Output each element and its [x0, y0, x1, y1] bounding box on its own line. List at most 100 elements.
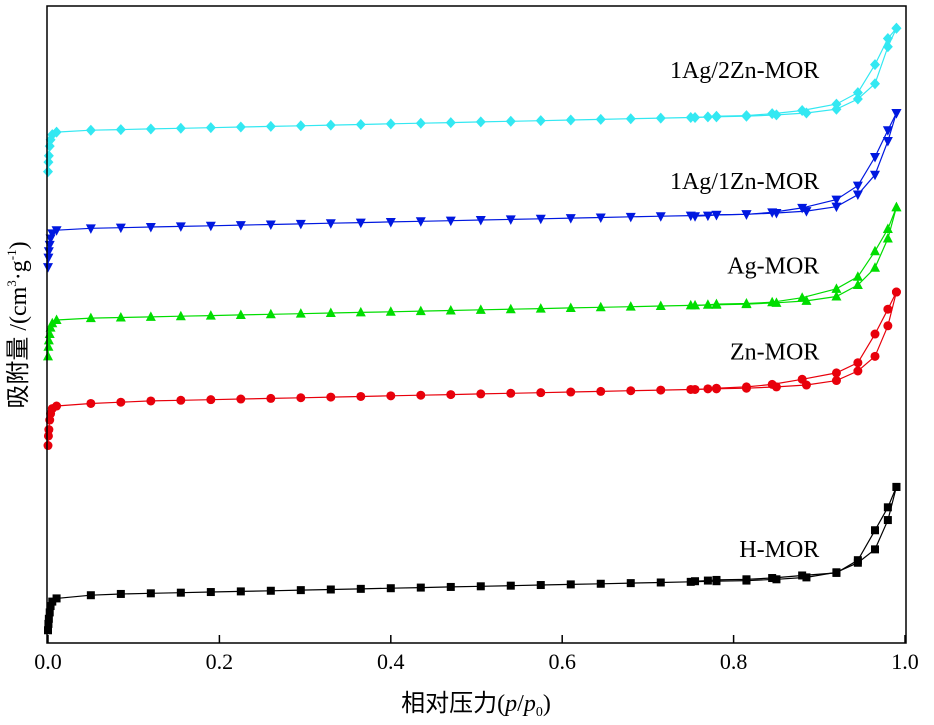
data-point: [51, 314, 62, 325]
data-point: [852, 271, 863, 281]
series-ag-mor: [43, 201, 902, 361]
data-point: [882, 41, 893, 53]
data-point: [475, 304, 486, 314]
data-point: [656, 578, 665, 587]
data-point: [205, 122, 216, 134]
data-point: [871, 545, 880, 554]
series-label: Ag-MOR: [727, 254, 819, 280]
data-point: [852, 93, 863, 105]
data-point: [47, 317, 58, 328]
data-point: [176, 588, 185, 597]
data-point: [882, 32, 893, 44]
data-point: [831, 283, 842, 293]
data-point: [703, 384, 713, 394]
data-point: [146, 589, 155, 598]
data-point: [85, 124, 96, 136]
data-point: [85, 312, 96, 323]
data-point: [44, 425, 54, 435]
desorption-line: [694, 486, 897, 582]
data-point: [43, 441, 53, 451]
data-point: [116, 589, 125, 598]
data-point: [43, 253, 54, 264]
data-point: [48, 597, 57, 606]
data-point: [265, 220, 276, 230]
data-point: [43, 166, 53, 178]
data-point: [870, 152, 881, 163]
series-zn-mor: [43, 287, 901, 451]
data-point: [882, 126, 893, 136]
data-point: [831, 202, 842, 213]
data-point: [831, 98, 842, 110]
data-point: [385, 306, 396, 316]
data-point: [385, 118, 396, 130]
data-point: [295, 308, 306, 318]
data-point: [797, 104, 808, 116]
data-point: [506, 388, 516, 398]
data-point: [505, 303, 516, 314]
data-point: [741, 210, 752, 220]
data-point: [115, 223, 126, 234]
data-point: [852, 87, 863, 99]
data-point: [43, 431, 53, 441]
data-point: [115, 311, 126, 322]
data-point: [44, 614, 53, 623]
x-tick-label: 0.0: [34, 649, 62, 674]
series-label: H-MOR: [739, 537, 819, 563]
x-tick-label: 0.4: [377, 649, 405, 674]
data-point: [355, 218, 366, 229]
data-point: [356, 391, 366, 401]
data-point: [266, 393, 276, 403]
data-point: [52, 594, 61, 603]
data-point: [802, 573, 811, 582]
data-point: [711, 383, 721, 393]
data-point: [43, 156, 54, 168]
data-point: [116, 397, 126, 407]
data-point: [801, 295, 812, 305]
data-point: [702, 299, 713, 309]
data-point: [176, 395, 186, 405]
data-point: [883, 321, 893, 331]
data-point: [870, 78, 881, 90]
data-point: [853, 556, 862, 565]
data-point: [535, 115, 546, 127]
data-point: [772, 575, 781, 584]
data-point: [326, 392, 336, 402]
data-point: [870, 351, 880, 361]
data-point: [870, 329, 880, 339]
data-point: [883, 503, 892, 512]
data-point: [115, 124, 126, 136]
data-point: [741, 297, 752, 308]
data-point: [355, 306, 366, 317]
data-point: [690, 111, 701, 123]
data-point: [476, 582, 485, 591]
data-point: [626, 579, 635, 588]
data-point: [565, 214, 576, 224]
data-point: [355, 118, 366, 130]
data-point: [51, 226, 62, 236]
data-point: [703, 576, 712, 585]
data-point: [86, 591, 95, 600]
data-point: [205, 310, 216, 320]
data-point: [741, 110, 752, 122]
x-axis-ticks: 0.0 0.2 0.4 0.6 0.8 1.0: [34, 635, 919, 674]
data-point: [891, 109, 902, 119]
data-point: [145, 311, 156, 321]
data-point: [43, 150, 54, 162]
data-point: [535, 214, 546, 225]
data-point: [325, 219, 336, 229]
data-point: [566, 387, 576, 397]
data-point: [767, 208, 778, 218]
series-h-mor: [44, 482, 901, 635]
data-point: [870, 170, 881, 181]
data-point: [566, 580, 575, 589]
data-point: [175, 122, 186, 134]
data-point: [565, 302, 576, 312]
data-point: [831, 368, 841, 378]
adsorption-line: [47, 28, 897, 172]
data-point: [44, 626, 52, 635]
data-point: [43, 341, 54, 351]
data-point: [175, 310, 186, 321]
data-point: [325, 119, 336, 131]
data-point: [416, 583, 425, 592]
